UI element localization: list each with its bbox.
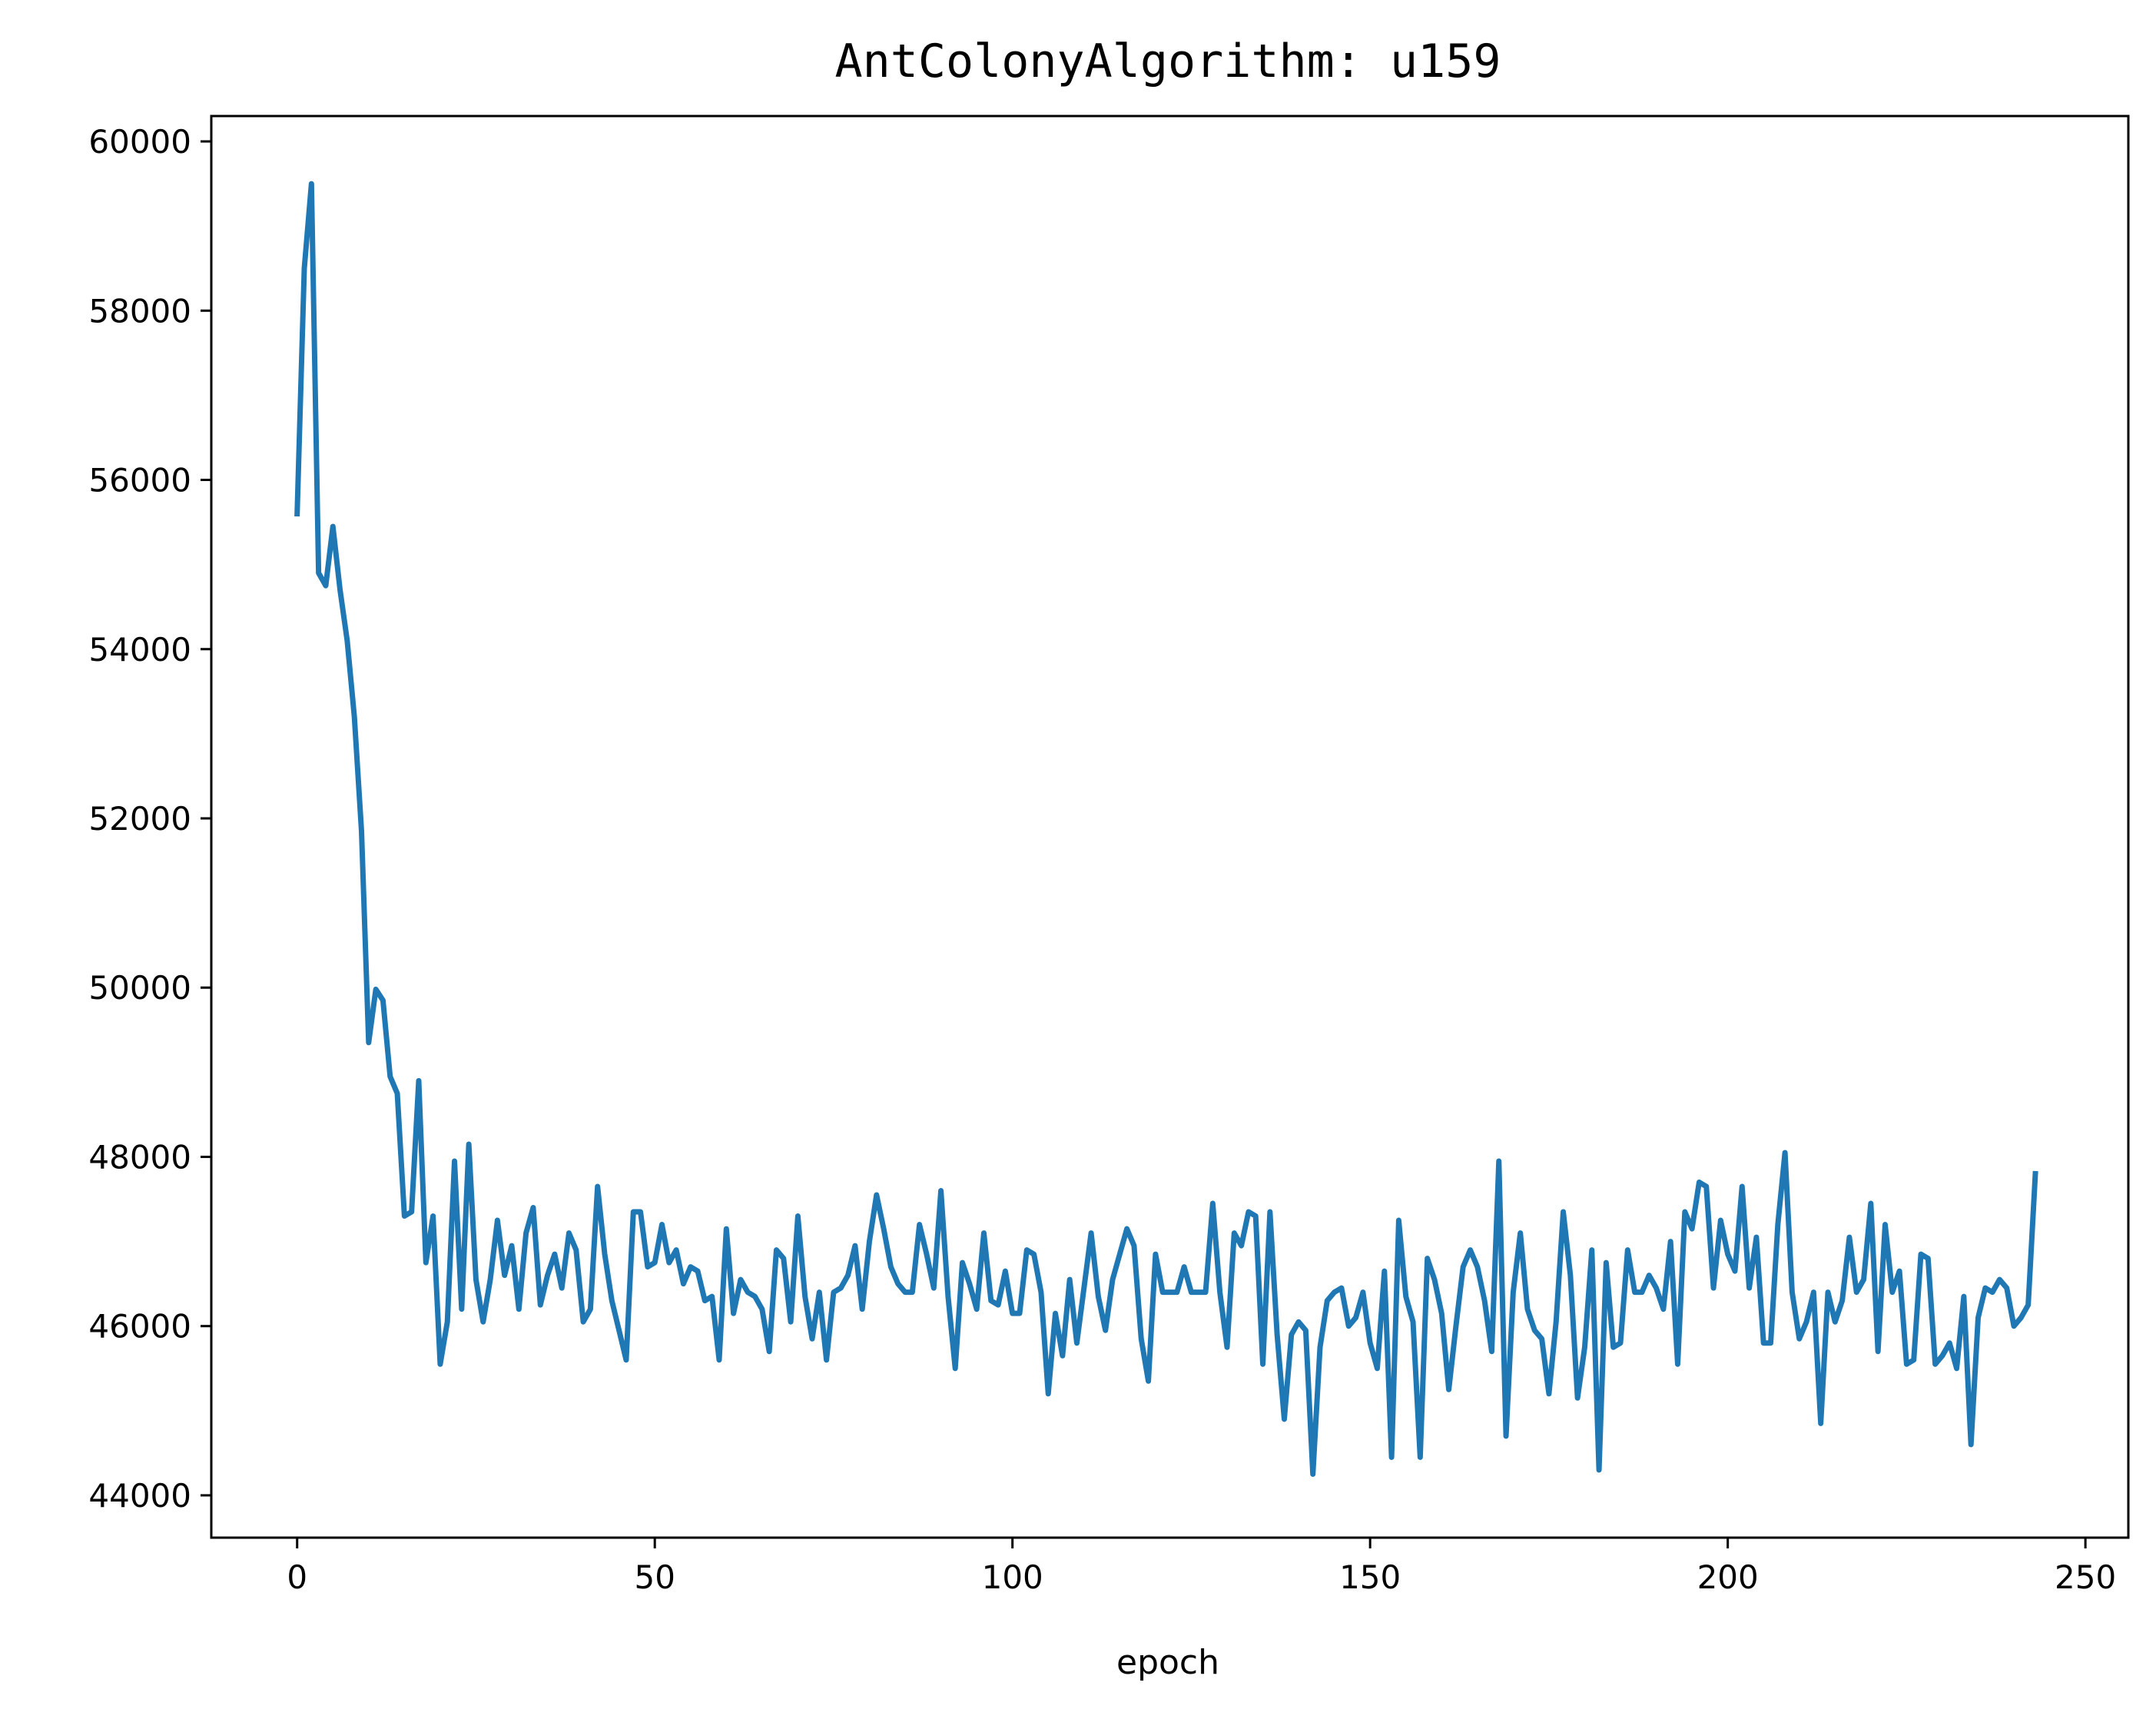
y-tick-label: 50000	[88, 969, 191, 1007]
y-tick-label: 46000	[88, 1308, 191, 1346]
y-tick-label: 56000	[88, 462, 191, 499]
x-tick-label: 100	[982, 1558, 1043, 1596]
y-axis: 44000 46000 48000 50000 52000 54000 56000 58000…	[88, 123, 211, 1515]
y-tick-label: 58000	[88, 292, 191, 330]
x-axis-label: epoch	[1116, 1643, 1219, 1682]
series-line	[294, 181, 2038, 1477]
y-tick-label: 48000	[88, 1138, 191, 1176]
chart-title: AntColonyAlgorithm: u159	[835, 35, 1501, 88]
y-tick-label: 44000	[88, 1477, 191, 1515]
x-tick-label: 200	[1697, 1558, 1759, 1596]
x-axis: 0 50 100 150 200 250	[287, 1538, 2116, 1596]
y-tick-label: 52000	[88, 800, 191, 838]
y-tick-label: 54000	[88, 631, 191, 669]
x-tick-label: 250	[2055, 1558, 2116, 1596]
axes-background	[211, 116, 2128, 1538]
x-tick-label: 150	[1339, 1558, 1401, 1596]
y-tick-label: 60000	[88, 123, 191, 161]
axes-frame	[210, 114, 2130, 1539]
plot-area	[210, 114, 2130, 1539]
x-tick-label: 0	[287, 1558, 307, 1596]
x-tick-label: 50	[634, 1558, 675, 1596]
